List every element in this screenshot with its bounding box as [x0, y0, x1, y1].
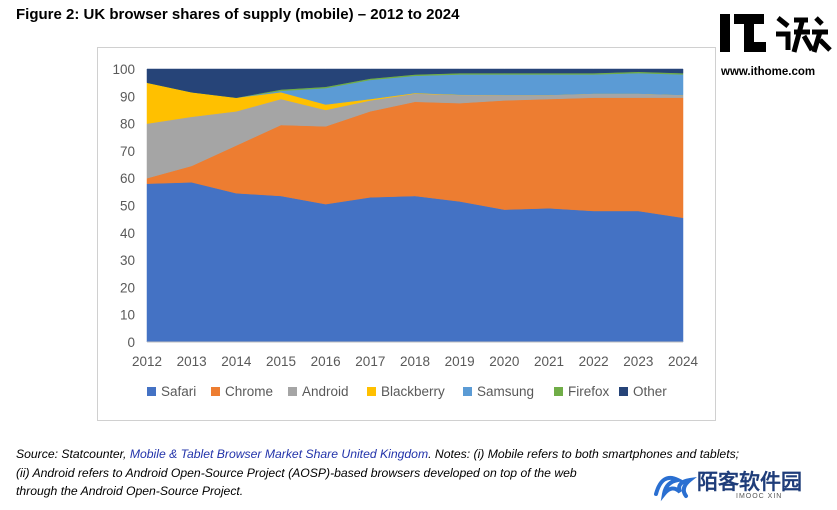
x-tick-label: 2024	[668, 354, 699, 369]
y-tick-label: 10	[120, 308, 135, 323]
source-link[interactable]: Mobile & Tablet Browser Market Share Uni…	[129, 447, 429, 461]
y-tick-label: 40	[120, 226, 135, 241]
legend-swatch	[288, 387, 297, 396]
source-line3: through the Android Open-Source Project.	[16, 484, 244, 498]
source-line1-rest: . Notes: (i) Mobile refers to both smart…	[428, 447, 740, 461]
x-tick-label: 2014	[221, 354, 252, 369]
x-tick-label: 2018	[400, 354, 430, 369]
legend-swatch	[554, 387, 563, 396]
legend-label: Firefox	[568, 384, 610, 399]
x-tick-label: 2019	[445, 354, 475, 369]
figure-title: Figure 2: UK browser shares of supply (m…	[16, 6, 460, 23]
y-tick-label: 100	[112, 62, 135, 77]
y-tick-label: 60	[120, 171, 135, 186]
legend-label: Blackberry	[381, 384, 445, 399]
x-tick-label: 2022	[579, 354, 609, 369]
stacked-area-chart: 0 10 20 30 40 50 60 70 80 90 100 2012 2013 2014 2015 20…	[112, 62, 699, 399]
legend-label: Samsung	[477, 384, 534, 399]
ithome-url: www.ithome.com	[721, 66, 816, 78]
x-tick-label: 2012	[132, 354, 162, 369]
source-note: Source: Statcounter, Mobile & Tablet Bro…	[16, 445, 836, 501]
y-tick-label: 70	[120, 144, 135, 159]
legend-label: Safari	[161, 384, 196, 399]
y-tick-label: 50	[120, 199, 135, 214]
y-tick-label: 80	[120, 117, 135, 132]
legend-swatch	[619, 387, 628, 396]
x-tick-label: 2015	[266, 354, 296, 369]
legend-swatch	[147, 387, 156, 396]
area-other	[146, 68, 684, 98]
x-tick-label: 2013	[177, 354, 207, 369]
imooc-logo-icon	[654, 475, 697, 502]
y-tick-label: 20	[120, 280, 135, 295]
ithome-logo	[720, 14, 832, 53]
y-tick-label: 0	[127, 335, 135, 350]
legend-label: Android	[302, 384, 349, 399]
legend-swatch	[367, 387, 376, 396]
imooc-watermark-text: 陌客软件园	[697, 470, 802, 494]
chart-frame: 0 10 20 30 40 50 60 70 80 90 100 2012 2013 2014 2015 20…	[97, 47, 716, 421]
y-tick-label: 30	[120, 253, 135, 268]
legend-swatch	[463, 387, 472, 396]
x-tick-label: 2020	[489, 354, 519, 369]
x-tick-label: 2016	[311, 354, 341, 369]
legend-label: Other	[633, 384, 667, 399]
y-tick-label: 90	[120, 89, 135, 104]
imooc-watermark-sub: IMOOC XIN	[736, 493, 783, 500]
source-prefix: Source: Statcounter,	[16, 447, 130, 461]
x-tick-label: 2021	[534, 354, 564, 369]
legend-label: Chrome	[225, 384, 273, 399]
x-tick-label: 2023	[623, 354, 653, 369]
x-tick-label: 2017	[355, 354, 385, 369]
legend-swatch	[211, 387, 220, 396]
source-line2: (ii) Android refers to Android Open-Sour…	[16, 465, 577, 480]
